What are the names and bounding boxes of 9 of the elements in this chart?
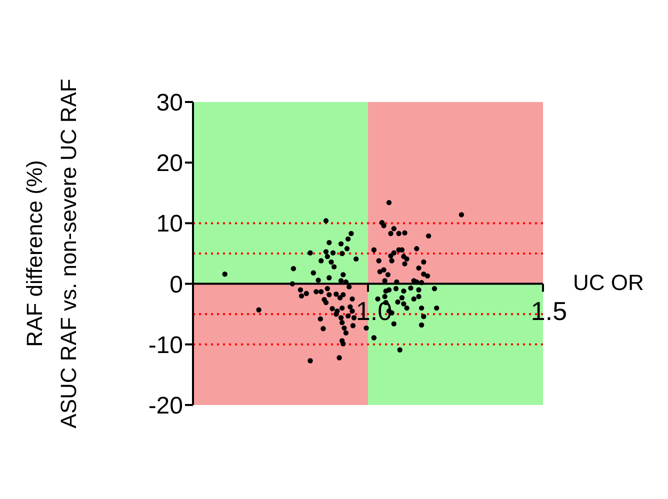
x-tick-label: 1.5 <box>530 296 568 326</box>
y-tick-label: 20 <box>156 150 183 178</box>
y-tick-label: 0 <box>170 271 183 298</box>
y-tick-label: 30 <box>156 90 183 117</box>
y-tick-label: -20 <box>148 392 183 420</box>
y-tick-label: 10 <box>156 210 183 238</box>
y-tick-label: -10 <box>148 332 183 359</box>
y-axis-title: RAF difference (%) ASUC RAF vs. non-severe UC RAF <box>22 78 81 428</box>
x-axis-title: UC OR <box>573 270 644 295</box>
